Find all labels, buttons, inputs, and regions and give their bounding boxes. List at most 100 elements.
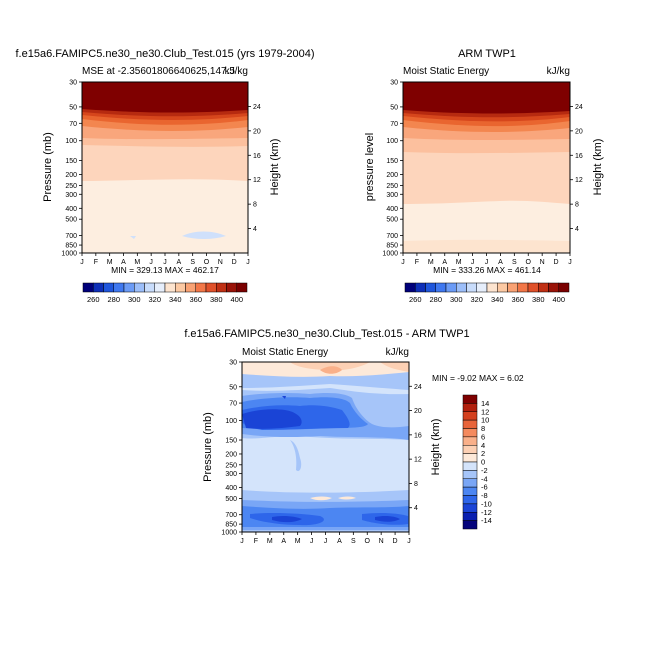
colorbar-box	[415, 282, 426, 293]
panel-obs-left-subtitle: Moist Static Energy	[403, 66, 489, 77]
panel-diff-right-subtitle: kJ/kg	[386, 347, 409, 358]
month-tick-label: F	[415, 259, 419, 266]
pressure-tick-label: 250	[225, 462, 237, 469]
month-tick-label: A	[176, 259, 181, 266]
colorbar-box	[462, 520, 478, 530]
height-tick-label: 4	[253, 226, 257, 233]
height-tick-label: 8	[253, 202, 257, 209]
colorbar-box	[462, 486, 478, 496]
month-tick-label: M	[428, 259, 434, 266]
pressure-tick-label: 300	[386, 192, 398, 199]
month-tick-label: M	[295, 538, 301, 545]
colorbar-box	[456, 282, 467, 293]
height-tick-label: 16	[253, 153, 261, 160]
colorbar-box	[548, 282, 559, 293]
pressure-tick-label: 250	[386, 183, 398, 190]
colorbar-tick-label: 260	[87, 295, 100, 304]
panel-diff-title: f.e15a6.FAMIPC5.ne30_ne30.Club_Test.015 …	[184, 328, 469, 340]
month-tick-label: J	[163, 259, 167, 266]
colorbar-box	[445, 282, 457, 293]
colorbar-box	[466, 282, 477, 293]
panel-model: f.e15a6.FAMIPC5.ne30_ne30.Club_Test.015 …	[15, 48, 314, 304]
month-tick-label: J	[568, 259, 572, 266]
colorbar-tick-label: -8	[481, 491, 488, 500]
month-tick-label: M	[267, 538, 273, 545]
colorbar-tick-label: 380	[210, 295, 223, 304]
pressure-tick-label: 50	[229, 384, 237, 391]
panel-obs-field	[403, 82, 570, 253]
pressure-tick-label: 1000	[382, 251, 398, 258]
colorbar-box	[462, 503, 478, 513]
height-tick-label: 16	[575, 153, 583, 160]
colorbar-box	[185, 282, 196, 293]
pressure-tick-label: 850	[386, 243, 398, 250]
pressure-tick-label: 850	[65, 243, 77, 250]
colorbar-tick-label: 360	[511, 295, 524, 304]
height-tick-label: 12	[414, 457, 422, 464]
pressure-tick-label: 400	[65, 206, 77, 213]
colorbar-box	[175, 282, 186, 293]
colorbar-box	[425, 282, 436, 293]
pressure-tick-label: 300	[65, 192, 77, 199]
month-tick-label: F	[254, 538, 258, 545]
colorbar-box	[462, 470, 478, 479]
colorbar-box	[462, 495, 478, 505]
colorbar-box	[462, 445, 478, 454]
colorbar-box	[404, 282, 416, 293]
month-tick-label: J	[401, 259, 405, 266]
colorbar-box	[462, 394, 478, 404]
colorbar-tick-label: 8	[481, 424, 485, 433]
pressure-tick-label: 150	[386, 158, 398, 165]
panel-obs-colorbar: 260 280 300 320 340 360 380 400	[404, 282, 570, 304]
panel-model-title: f.e15a6.FAMIPC5.ne30_ne30.Club_Test.015 …	[15, 48, 314, 60]
colorbar-box	[538, 282, 549, 293]
panel-obs-right-subtitle: kJ/kg	[547, 66, 570, 77]
panel-obs: ARM TWP1 Moist Static Energy kJ/kg 30 50 7…	[364, 48, 604, 304]
month-tick-label: S	[190, 259, 195, 266]
pressure-tick-label: 850	[225, 522, 237, 529]
month-tick-label: O	[204, 259, 210, 266]
height-tick-label: 8	[575, 202, 579, 209]
colorbar-tick-label: -6	[481, 483, 488, 492]
colorbar-box	[486, 282, 498, 293]
colorbar-box	[195, 282, 207, 293]
pressure-tick-label: 200	[225, 451, 237, 458]
pressure-tick-label: 700	[386, 233, 398, 240]
month-tick-label: D	[232, 259, 237, 266]
height-tick-label: 16	[414, 432, 422, 439]
colorbar-tick-label: -12	[481, 508, 492, 517]
colorbar-box	[216, 282, 227, 293]
panel-diff-y-axis-label: Pressure (mb)	[202, 412, 214, 482]
colorbar-box	[507, 282, 518, 293]
colorbar-tick-label: 300	[128, 295, 141, 304]
colorbar-box	[236, 282, 248, 293]
pressure-tick-label: 200	[386, 172, 398, 179]
month-tick-label: N	[540, 259, 545, 266]
pressure-tick-label: 100	[225, 418, 237, 425]
colorbar-box	[462, 411, 478, 421]
month-tick-label: A	[121, 259, 126, 266]
month-tick-label: D	[393, 538, 398, 545]
month-tick-label: A	[337, 538, 342, 545]
panel-model-left-subtitle: MSE at -2.35601806640625,147.5	[82, 66, 235, 77]
pressure-tick-label: 100	[386, 138, 398, 145]
pressure-tick-label: 1000	[61, 251, 77, 258]
height-tick-label: 24	[253, 104, 261, 111]
pressure-tick-label: 500	[386, 217, 398, 224]
month-tick-label: N	[379, 538, 384, 545]
pressure-tick-label: 400	[225, 485, 237, 492]
panel-diff-left-subtitle: Moist Static Energy	[242, 347, 328, 358]
pressure-tick-label: 30	[390, 80, 398, 87]
colorbar-tick-label: 12	[481, 407, 489, 416]
pressure-tick-label: 30	[229, 360, 237, 367]
month-tick-label: J	[324, 538, 328, 545]
pressure-tick-label: 700	[225, 512, 237, 519]
colorbar-tick-label: 6	[481, 432, 485, 441]
height-tick-label: 4	[414, 505, 418, 512]
height-tick-label: 12	[253, 177, 261, 184]
panel-obs-y-axis-label: pressure level	[364, 133, 376, 201]
colorbar-tick-label: 280	[429, 295, 442, 304]
colorbar-box	[462, 453, 478, 463]
month-tick-label: O	[526, 259, 532, 266]
